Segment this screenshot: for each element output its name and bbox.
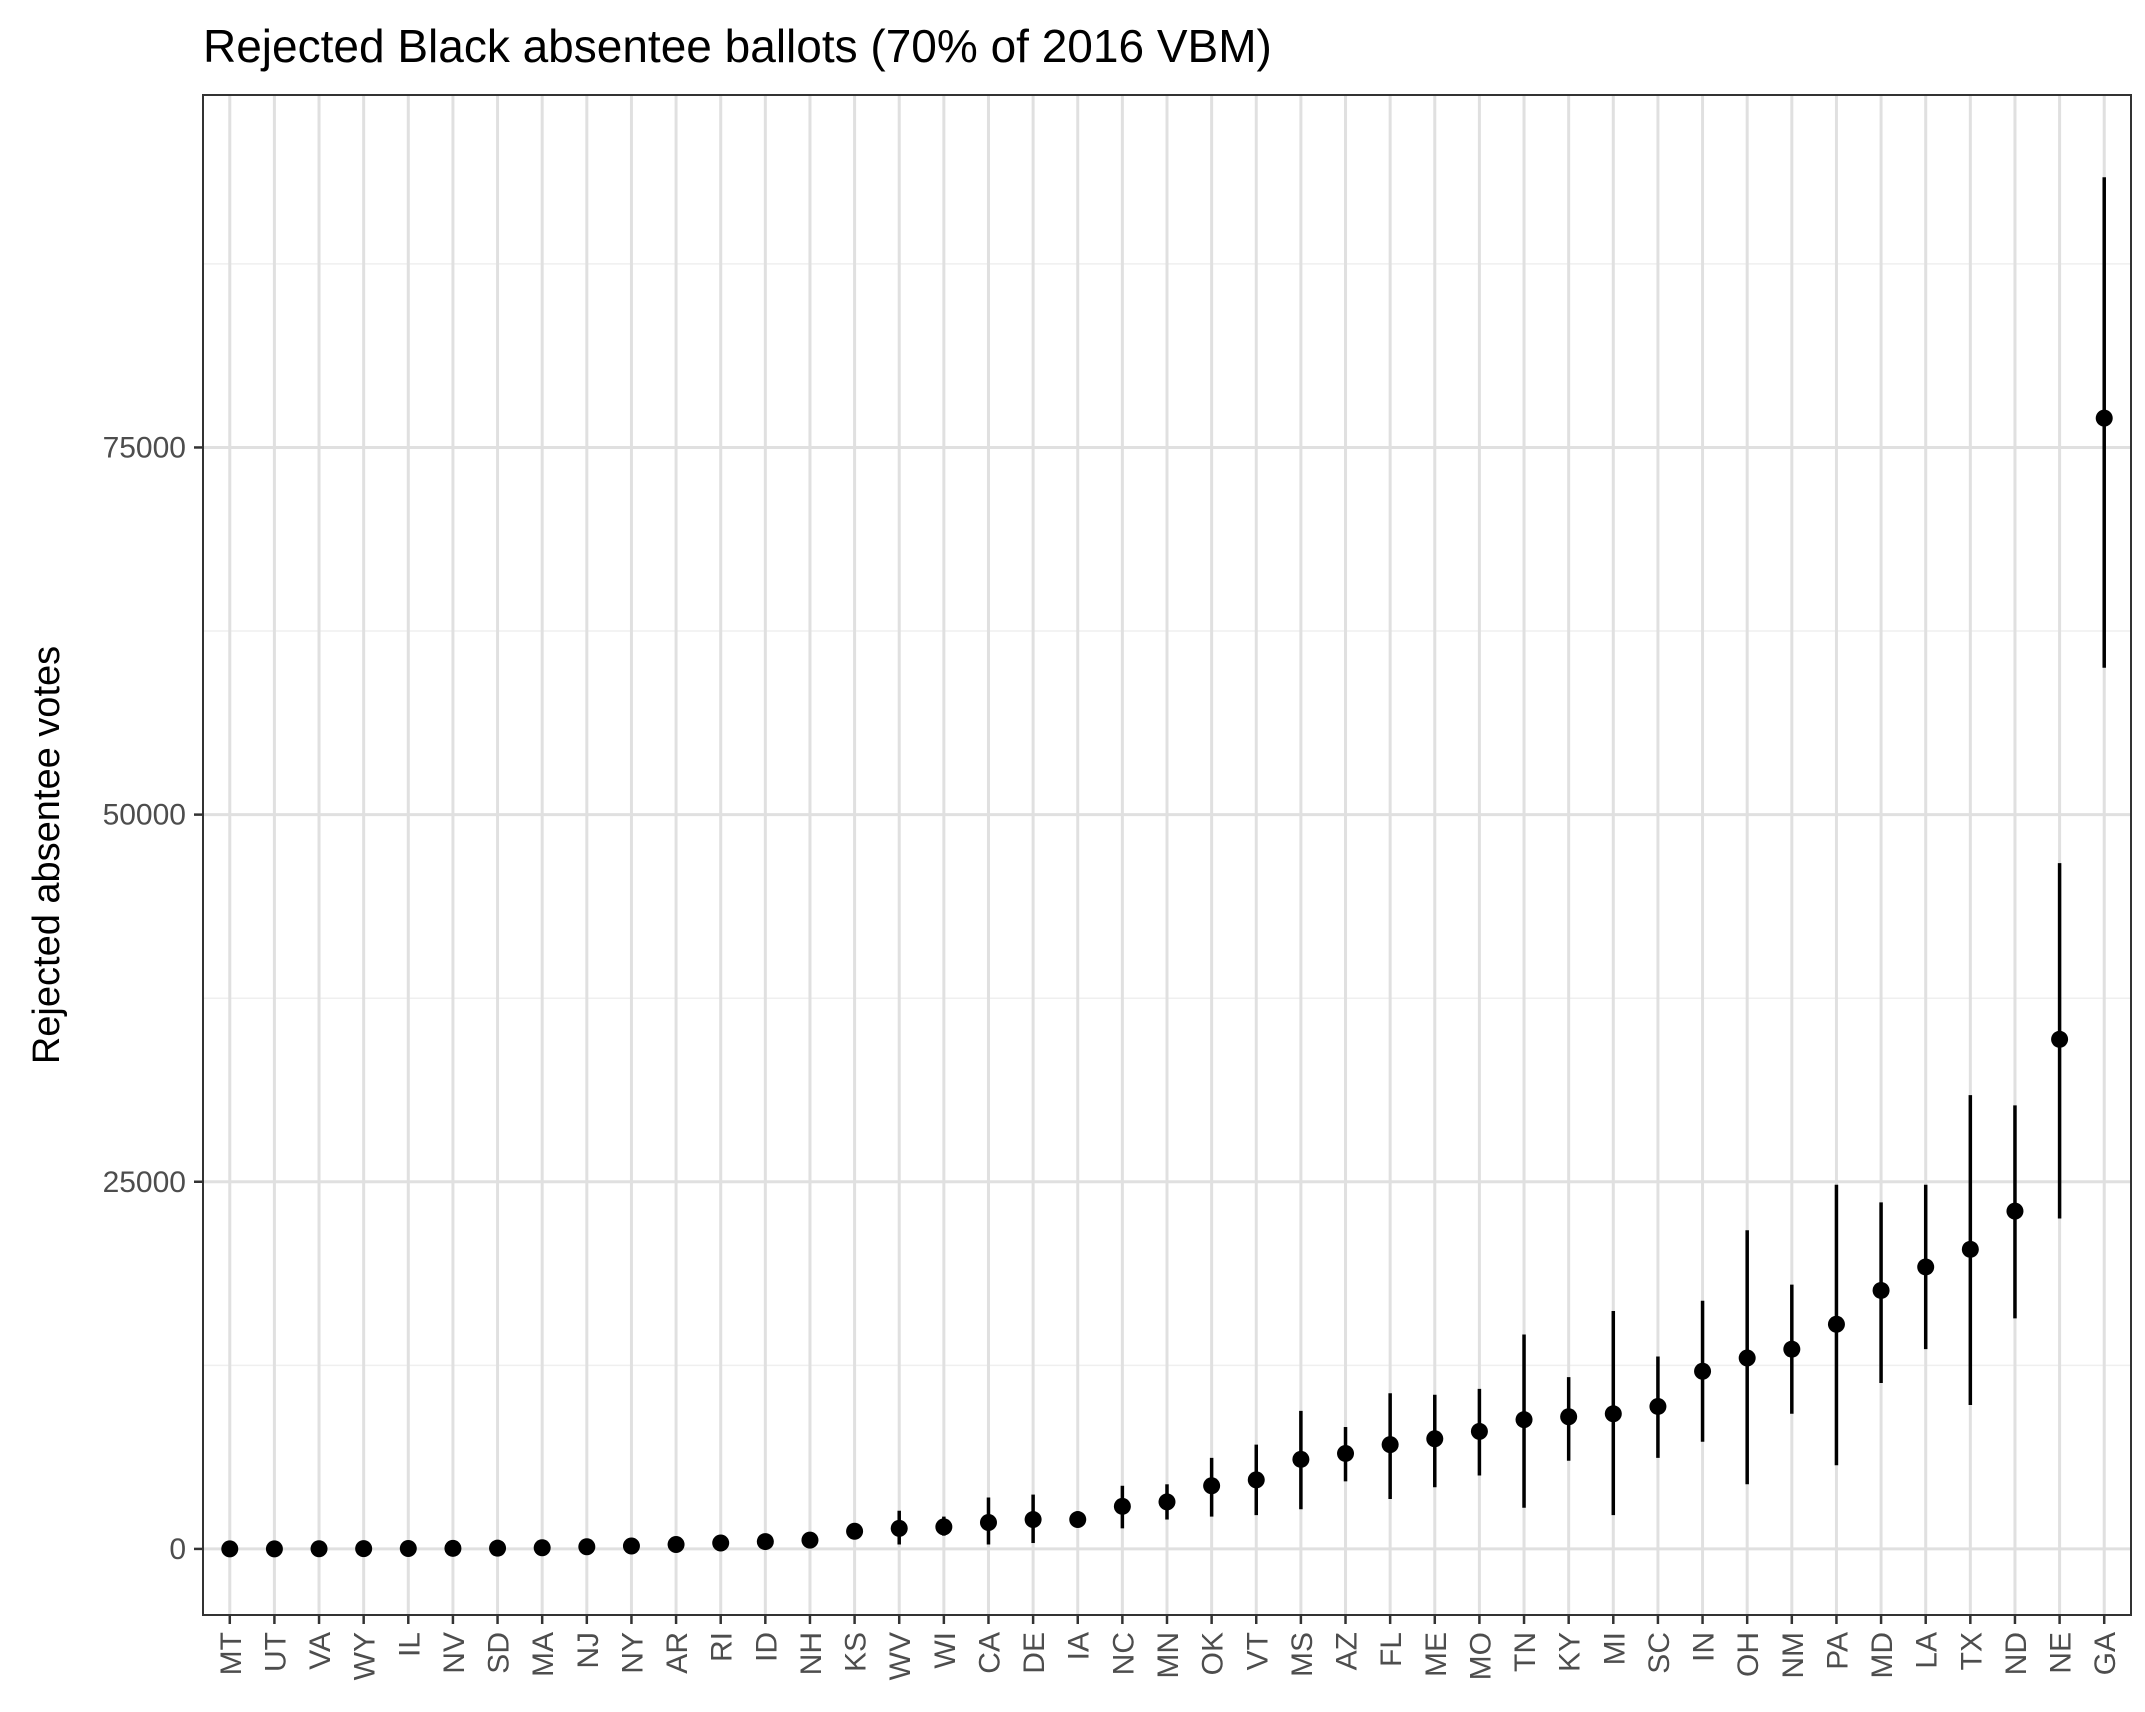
data-point-ut — [265, 1540, 283, 1558]
y-axis-title: Rejected absentee votes — [26, 646, 68, 1064]
x-tick-label: MO — [1464, 1632, 1497, 1680]
data-point-ny — [622, 1537, 640, 1555]
x-tick-label: IL — [393, 1632, 426, 1657]
data-point-pa — [1827, 1315, 1845, 1333]
data-point-wv — [890, 1519, 908, 1537]
data-point-me — [1426, 1430, 1444, 1448]
data-point-nj — [578, 1538, 596, 1556]
x-tick-label: NV — [438, 1632, 471, 1674]
data-point-nc — [1113, 1497, 1131, 1515]
data-point-ar — [667, 1536, 685, 1554]
x-tick-label: UT — [259, 1632, 292, 1672]
x-tick-label: PA — [1821, 1632, 1854, 1670]
data-point-ma — [533, 1539, 551, 1557]
data-point-ok — [1203, 1477, 1221, 1495]
data-point-de — [1024, 1511, 1042, 1529]
x-tick-label: FL — [1375, 1632, 1408, 1667]
data-point-mn — [1158, 1493, 1176, 1511]
data-point-id — [756, 1533, 774, 1551]
y-tick-label: 75000 — [103, 431, 186, 464]
x-tick-label: AZ — [1331, 1632, 1364, 1670]
data-point-ms — [1292, 1450, 1310, 1468]
data-point-nv — [444, 1539, 462, 1557]
x-tick-label: NC — [1107, 1632, 1140, 1675]
data-point-sd — [489, 1539, 507, 1557]
x-tick-label: LA — [1911, 1632, 1944, 1669]
x-tick-label: TN — [1509, 1632, 1542, 1672]
y-axis: 0 25000 50000 75000 — [103, 431, 203, 1566]
x-tick-label: ME — [1420, 1632, 1453, 1677]
x-tick-label: MT — [215, 1632, 248, 1675]
x-tick-label: MD — [1866, 1632, 1899, 1679]
data-point-nh — [801, 1531, 819, 1549]
data-point-nd — [2006, 1202, 2024, 1220]
data-point-tn — [1515, 1411, 1533, 1429]
x-tick-label: SD — [483, 1632, 516, 1674]
data-point-mi — [1604, 1405, 1622, 1423]
x-tick-label: OH — [1732, 1632, 1765, 1677]
x-tick-label: MA — [527, 1632, 560, 1677]
x-tick-label: RI — [706, 1632, 739, 1662]
x-tick-label: GA — [2089, 1632, 2122, 1675]
x-tick-label: KS — [840, 1632, 873, 1672]
data-point-az — [1337, 1444, 1355, 1462]
data-point-ne — [2051, 1030, 2069, 1048]
y-tick-label: 0 — [169, 1533, 186, 1566]
x-tick-label: MI — [1598, 1632, 1631, 1665]
x-tick-label: WY — [349, 1632, 382, 1680]
x-tick-label: ID — [750, 1632, 783, 1662]
data-point-ia — [1069, 1511, 1087, 1529]
data-point-va — [310, 1540, 328, 1558]
chart-title: Rejected Black absentee ballots (70% of … — [203, 20, 1272, 72]
x-tick-label: WV — [884, 1632, 917, 1680]
data-point-vt — [1247, 1471, 1265, 1489]
data-points — [221, 409, 2113, 1558]
x-tick-label: MS — [1286, 1632, 1319, 1677]
data-point-ca — [979, 1513, 997, 1531]
data-point-ky — [1560, 1408, 1578, 1426]
x-tick-label: KY — [1554, 1632, 1587, 1672]
data-point-ks — [846, 1522, 864, 1540]
data-point-oh — [1738, 1349, 1756, 1367]
data-point-mt — [221, 1540, 239, 1558]
x-tick-label: SC — [1643, 1632, 1676, 1674]
x-tick-label: CA — [973, 1632, 1006, 1674]
data-point-il — [399, 1539, 417, 1557]
x-tick-label: VA — [304, 1632, 337, 1670]
data-point-in — [1694, 1362, 1712, 1380]
data-point-ri — [712, 1534, 730, 1552]
data-point-nm — [1783, 1340, 1801, 1358]
x-tick-label: TX — [1955, 1632, 1988, 1670]
x-tick-label: AR — [661, 1632, 694, 1674]
data-point-wi — [935, 1518, 953, 1536]
x-tick-label: DE — [1018, 1632, 1051, 1674]
x-tick-label: NE — [2045, 1632, 2078, 1674]
data-point-mo — [1470, 1422, 1488, 1440]
data-point-wy — [355, 1540, 373, 1558]
x-tick-label: VT — [1241, 1632, 1274, 1670]
x-tick-label: MN — [1152, 1632, 1185, 1679]
x-tick-label: NY — [616, 1632, 649, 1674]
y-tick-label: 50000 — [103, 799, 186, 832]
x-axis: MT UT VA WY IL NV SD MA NJ NY AR RI ID NH KS WV WI CA DE IA… — [215, 1615, 2122, 1680]
x-tick-label: ND — [2000, 1632, 2033, 1675]
x-tick-label: NM — [1777, 1632, 1810, 1679]
x-tick-label: OK — [1197, 1632, 1230, 1675]
data-point-fl — [1381, 1436, 1399, 1454]
data-point-tx — [1961, 1240, 1979, 1258]
x-tick-label: IN — [1688, 1632, 1721, 1662]
data-point-md — [1872, 1281, 1890, 1299]
x-tick-label: IA — [1063, 1632, 1096, 1660]
data-point-la — [1917, 1258, 1935, 1276]
x-tick-label: NH — [795, 1632, 828, 1675]
x-tick-label: WI — [929, 1632, 962, 1669]
data-point-sc — [1649, 1397, 1667, 1415]
y-tick-label: 25000 — [103, 1166, 186, 1199]
data-point-ga — [2095, 409, 2113, 427]
x-tick-label: NJ — [572, 1632, 605, 1669]
